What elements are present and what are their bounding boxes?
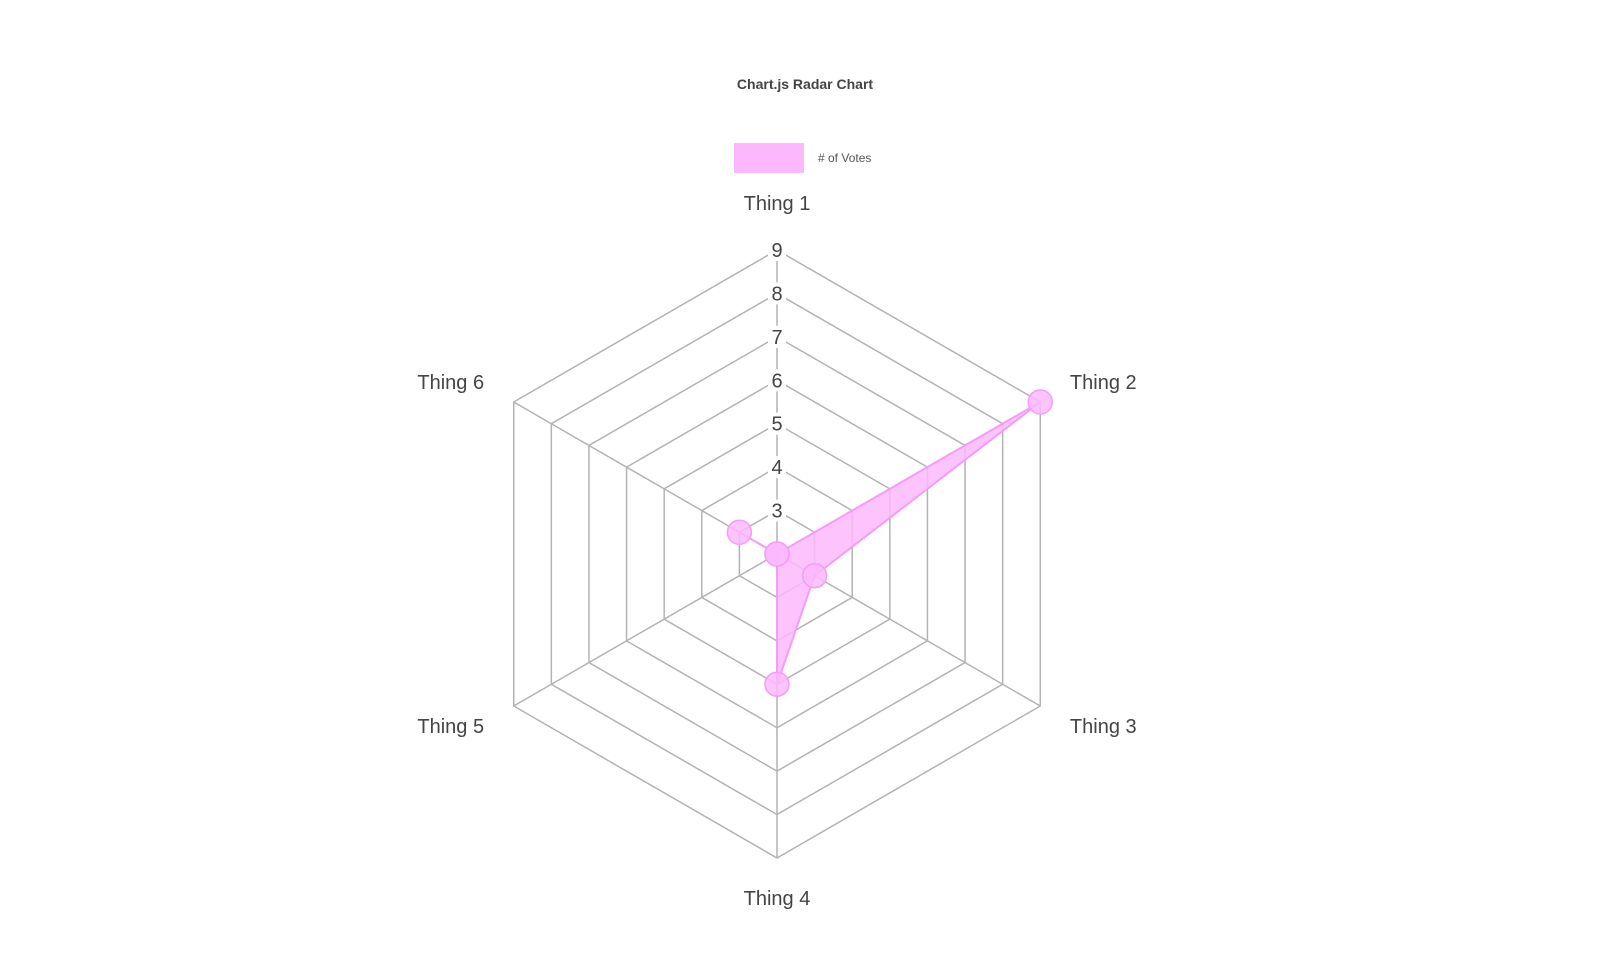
data-point-5[interactable] [765,542,789,566]
tick-label: 6 [771,370,782,392]
axis-label-1: Thing 1 [744,193,811,215]
axis-label-4: Thing 4 [744,888,811,910]
tick-label: 3 [771,501,782,523]
data-point-2[interactable] [1028,390,1052,414]
data-point-4[interactable] [765,672,789,696]
axis-label-5: Thing 5 [417,716,484,738]
axis-label-2: Thing 2 [1070,372,1137,394]
tick-label: 8 [771,283,782,305]
tick-label: 9 [771,240,782,262]
data-point-3[interactable] [803,564,827,588]
tick-label: 7 [771,327,782,349]
tick-label: 4 [771,457,782,479]
spoke-5 [514,554,777,706]
tick-label: 5 [771,414,782,436]
axis-label-6: Thing 6 [417,372,484,394]
axis-label-3: Thing 3 [1070,716,1137,738]
data-point-6[interactable] [727,520,751,544]
